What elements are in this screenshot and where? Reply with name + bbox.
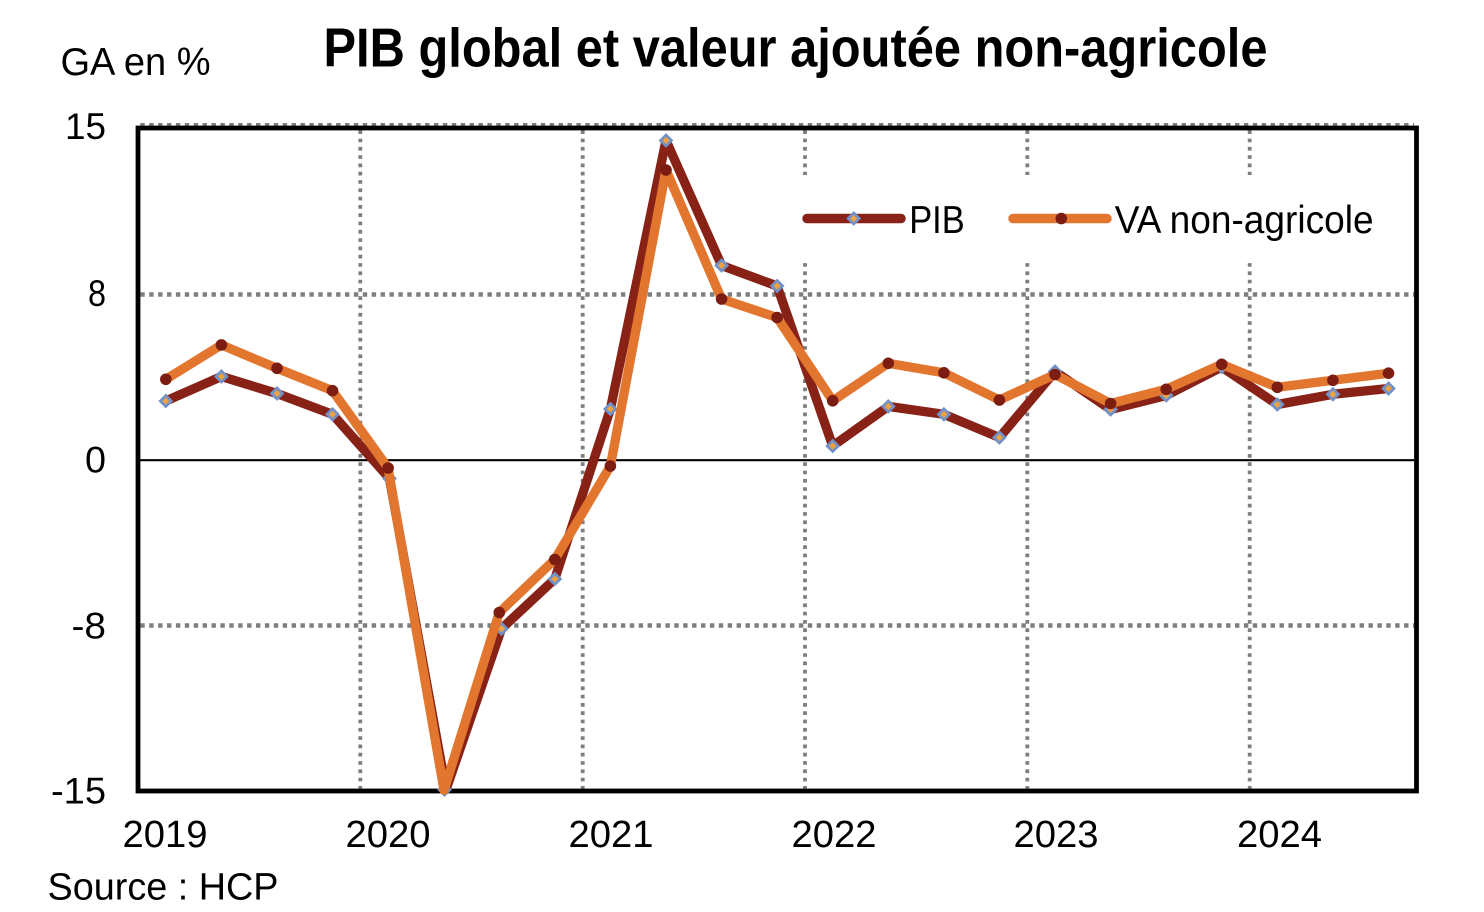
svg-text:2020: 2020 [346,813,431,855]
svg-text:2023: 2023 [1014,813,1099,855]
svg-text:GA en %: GA en % [61,41,211,84]
svg-text:2024: 2024 [1237,813,1322,855]
svg-text:2022: 2022 [792,813,877,855]
svg-text:PIB: PIB [909,199,965,242]
svg-text:2019: 2019 [123,813,208,855]
svg-text:-8: -8 [72,604,107,646]
svg-text:VA non-agricole: VA non-agricole [1115,199,1374,242]
svg-text:Source : HCP: Source : HCP [48,865,279,907]
svg-text:PIB global et valeur ajoutée n: PIB global et valeur ajoutée non-agricol… [324,17,1268,79]
svg-text:2021: 2021 [569,813,654,855]
svg-text:0: 0 [85,439,106,481]
svg-text:-15: -15 [51,770,106,812]
svg-text:8: 8 [88,272,106,314]
svg-text:15: 15 [65,105,106,147]
